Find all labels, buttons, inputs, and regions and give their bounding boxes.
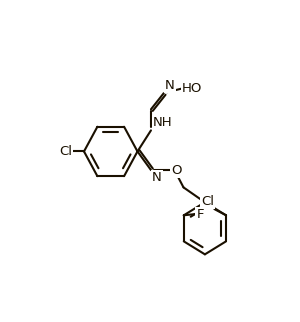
Text: F: F bbox=[196, 208, 204, 221]
Text: Cl: Cl bbox=[201, 195, 214, 208]
Text: Cl: Cl bbox=[59, 145, 72, 158]
Text: HO: HO bbox=[182, 82, 202, 95]
Text: N: N bbox=[165, 79, 175, 92]
Text: N: N bbox=[152, 171, 162, 184]
Text: O: O bbox=[171, 164, 182, 176]
Text: NH: NH bbox=[153, 116, 172, 129]
